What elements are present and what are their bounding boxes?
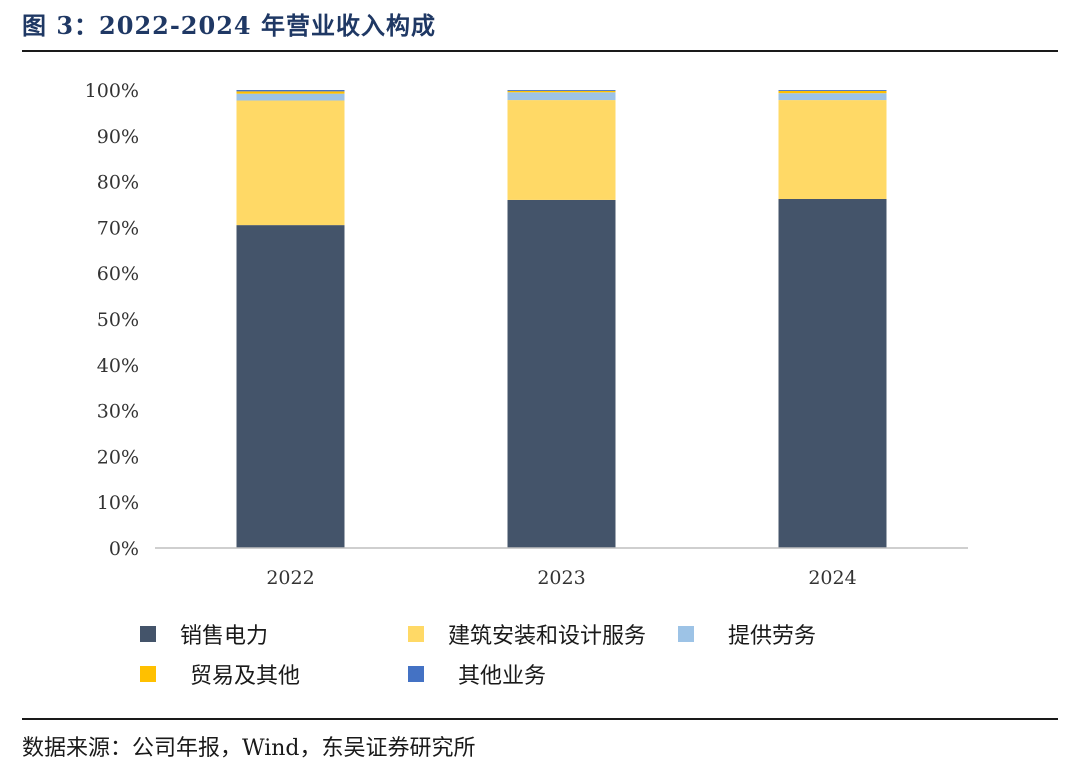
footer-divider [22,718,1058,720]
legend-label-trade-other: 贸易及其他 [190,664,301,689]
title-divider [22,50,1058,52]
legend-label-other-business: 其他业务 [458,664,547,689]
legend-label-labor-services: 提供劳务 [728,624,817,649]
y-tick-label: 10% [97,492,139,514]
legend-item-construction-design: 建筑安装和设计服务 [408,618,646,650]
legend-swatch-labor-services [678,626,694,642]
bar-segment [778,90,887,91]
legend-item-trade-other: 贸易及其他 [140,658,300,690]
y-tick-label: 70% [97,217,139,239]
y-tick-label: 60% [97,263,139,285]
data-source: 数据来源：公司年报，Wind，东吴证券研究所 [22,736,476,761]
bar-segment [778,199,887,548]
y-tick-label: 20% [97,446,139,468]
bar-segment [778,100,887,200]
y-tick-label: 100% [85,80,139,102]
bar-segment [507,100,616,200]
chart-title: 图 3：2022-2024 年营业收入构成 [22,11,436,40]
x-tick-label: 2022 [266,567,314,589]
stacked-bar-chart: 0% 10% 20% 30% 40% 50% 60% 70% 80% 90% 100% 2022 202… [85,80,968,589]
y-tick-label: 40% [97,355,139,377]
bar-segment [236,225,345,549]
bar-segment [507,199,616,549]
bar-segment [507,90,616,91]
legend-swatch-construction-design [408,626,424,642]
legend-swatch-trade-other [140,666,156,682]
legend-label-construction-design: 建筑安装和设计服务 [448,624,647,649]
chart-legend: 销售电力 建筑安装和设计服务 提供劳务 贸易及其他 其他业务 [140,618,1040,708]
y-tick-label: 0% [109,538,139,560]
bar-segment [236,93,345,101]
legend-label-sales-power: 销售电力 [180,624,269,649]
x-tick-label: 2023 [537,567,585,589]
bar-segment [236,100,345,226]
bar-segment [778,90,887,94]
legend-item-labor-services: 提供劳务 [678,618,816,650]
legend-swatch-other-business [408,666,424,682]
y-tick-label: 50% [97,309,139,331]
bar-segment [507,90,616,93]
x-tick-label: 2024 [808,567,856,589]
bar-segment [236,90,345,92]
legend-swatch-sales-power [140,626,156,642]
legend-item-sales-power: 销售电力 [140,618,268,650]
bar-segment [507,92,616,101]
y-tick-label: 90% [97,126,139,148]
bar-segment [236,91,345,94]
y-tick-label: 80% [97,172,139,194]
legend-item-other-business: 其他业务 [408,658,546,690]
bar-segment [778,93,887,101]
y-tick-label: 30% [97,401,139,423]
